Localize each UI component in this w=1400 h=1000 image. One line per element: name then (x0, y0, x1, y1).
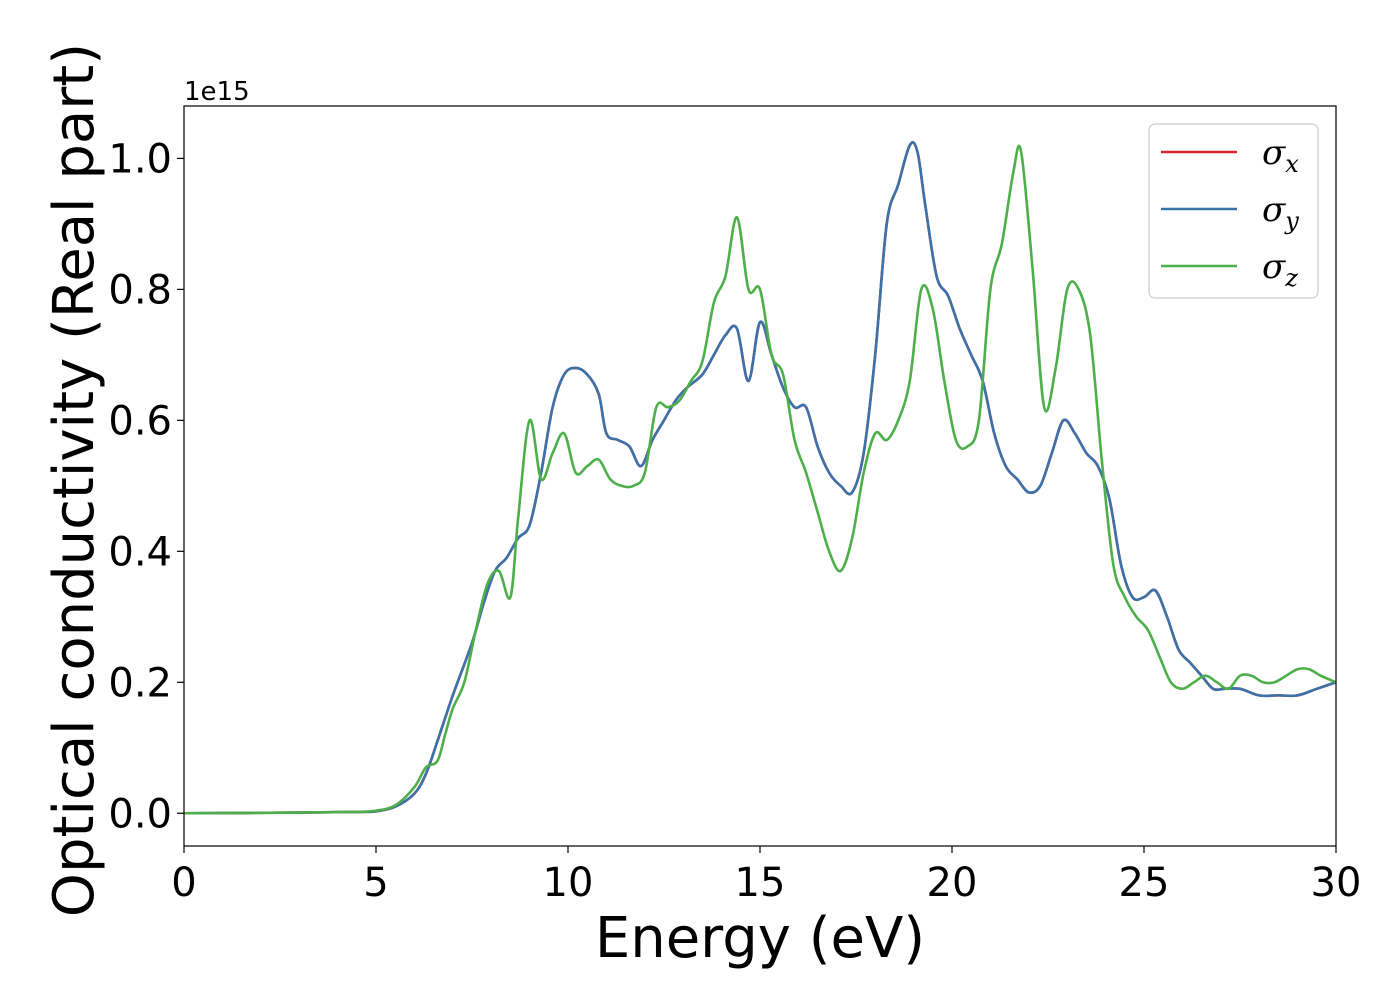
x-tick-label: 5 (363, 860, 388, 906)
x-axis-label: Energy (eV) (595, 906, 925, 971)
x-tick-label: 30 (1311, 860, 1362, 906)
series-line-y (184, 141, 1336, 815)
x-axis-ticks: 0 5 10 15 20 25 30 (171, 846, 1361, 906)
legend-symbol: σ (1262, 190, 1286, 230)
y-tick-label: 0.4 (108, 529, 172, 575)
y-axis-offset-label: 1e15 (184, 77, 250, 107)
legend-entry-z: σz (1262, 247, 1298, 292)
y-tick-label: 1.0 (108, 136, 172, 182)
y-axis-ticks: 0.0 0.2 0.4 0.6 0.8 1.0 (108, 136, 184, 837)
y-tick-label: 0.0 (108, 791, 172, 837)
x-tick-label: 15 (735, 860, 786, 906)
legend-entry-y: σy (1262, 190, 1299, 235)
x-tick-label: 0 (171, 860, 196, 906)
legend-subscript: z (1284, 264, 1298, 292)
series-line-z (184, 144, 1336, 815)
legend-box (1148, 123, 1319, 299)
x-tick-label: 25 (1119, 860, 1170, 906)
y-tick-label: 0.8 (108, 267, 172, 313)
legend-symbol: σ (1262, 133, 1286, 173)
y-axis-label: Optical conductivity (Real part) (42, 43, 107, 917)
legend-subscript: y (1284, 207, 1299, 235)
legend-symbol: σ (1262, 247, 1286, 287)
legend-subscript: x (1285, 150, 1299, 178)
y-tick-label: 0.2 (108, 660, 172, 706)
x-tick-label: 10 (543, 860, 594, 906)
y-tick-label: 0.6 (108, 398, 172, 444)
series-layer (184, 141, 1336, 815)
legend-entry-x: σx (1262, 133, 1299, 178)
x-tick-label: 20 (927, 860, 978, 906)
